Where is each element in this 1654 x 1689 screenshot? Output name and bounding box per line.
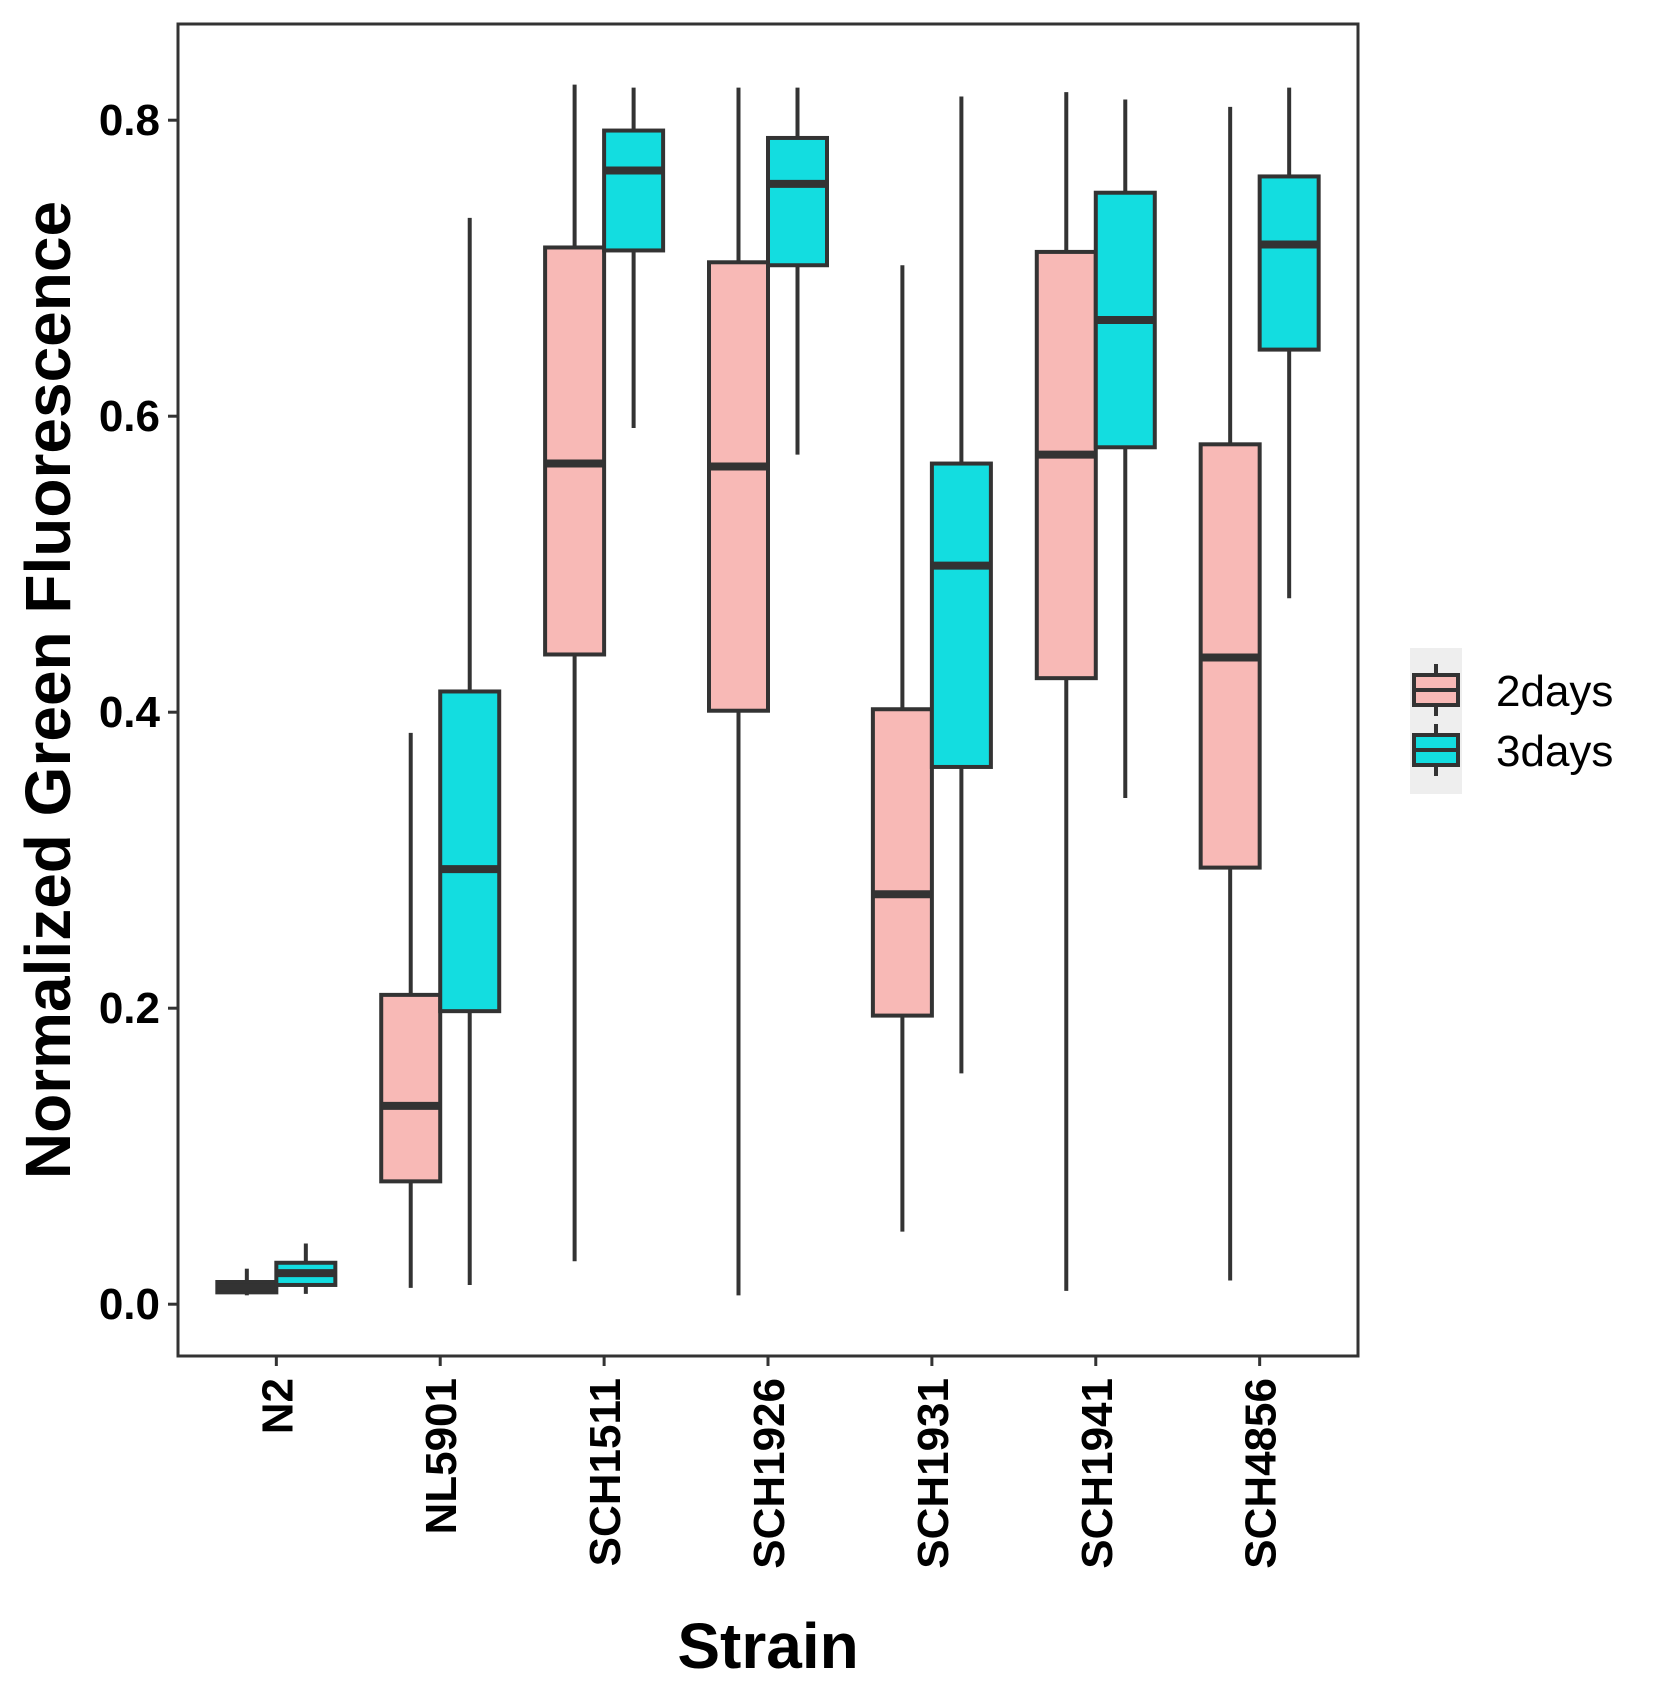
iqr-box	[870, 707, 934, 1018]
box-2days-SCH4856	[1198, 106, 1262, 1281]
y-tick-label: 0.4	[99, 688, 161, 737]
box-2days-N2	[215, 1268, 279, 1296]
box-2days-NL5901	[379, 732, 443, 1288]
x-tick-label: SCH1511	[581, 1378, 630, 1566]
box-3days-NL5901	[438, 217, 502, 1285]
legend-entry-3days: 3days	[1412, 724, 1613, 776]
box-3days-N2	[274, 1243, 338, 1294]
x-tick-label: SCH1941	[1073, 1378, 1122, 1569]
box-2days-SCH1931	[870, 265, 934, 1232]
legend-label: 2days	[1496, 667, 1613, 716]
box-3days-SCH4856	[1257, 87, 1321, 599]
y-tick-label: 0.8	[99, 96, 160, 145]
box-2days-SCH1941	[1034, 92, 1098, 1291]
iqr-box	[929, 461, 993, 769]
x-tick-label: SCH4856	[1237, 1378, 1286, 1569]
legend-entry-2days: 2days	[1412, 664, 1613, 716]
x-tick-label: SCH1931	[909, 1378, 958, 1569]
legend-label: 3days	[1496, 727, 1613, 776]
box-2days-SCH1926	[707, 87, 770, 1296]
iqr-box	[1034, 249, 1098, 681]
y-tick-label: 0.0	[99, 1280, 160, 1329]
y-tick-label: 0.2	[99, 984, 160, 1033]
x-axis-title: Strain	[677, 1610, 858, 1682]
iqr-box	[543, 245, 607, 657]
box-3days-SCH1511	[602, 87, 666, 429]
box-2days-SCH1511	[543, 84, 607, 1262]
x-tick-label: SCH1926	[745, 1378, 794, 1569]
box-3days-SCH1931	[929, 96, 993, 1074]
y-tick-label: 0.6	[99, 392, 160, 441]
iqr-box	[379, 992, 443, 1184]
x-axis: N2 NL5901 SCH1511 SCH1926 SCH1931 SCH1941 SCH4…	[253, 1356, 1286, 1569]
iqr-box	[766, 135, 829, 268]
iqr-box	[1257, 174, 1321, 352]
iqr-box	[602, 128, 666, 253]
iqr-box	[438, 689, 502, 1014]
box-3days-SCH1926	[766, 87, 829, 455]
x-tick-label: N2	[253, 1378, 302, 1434]
x-tick-label: NL5901	[417, 1378, 466, 1535]
legend: 2days 3days	[1410, 648, 1613, 794]
y-axis-title: Normalized Green Fluorescence	[12, 201, 84, 1179]
box-3days-SCH1941	[1093, 99, 1157, 799]
boxes-layer	[215, 84, 1321, 1296]
y-axis: 0.0 0.2 0.4 0.6 0.8	[99, 96, 178, 1329]
iqr-box	[707, 260, 770, 713]
